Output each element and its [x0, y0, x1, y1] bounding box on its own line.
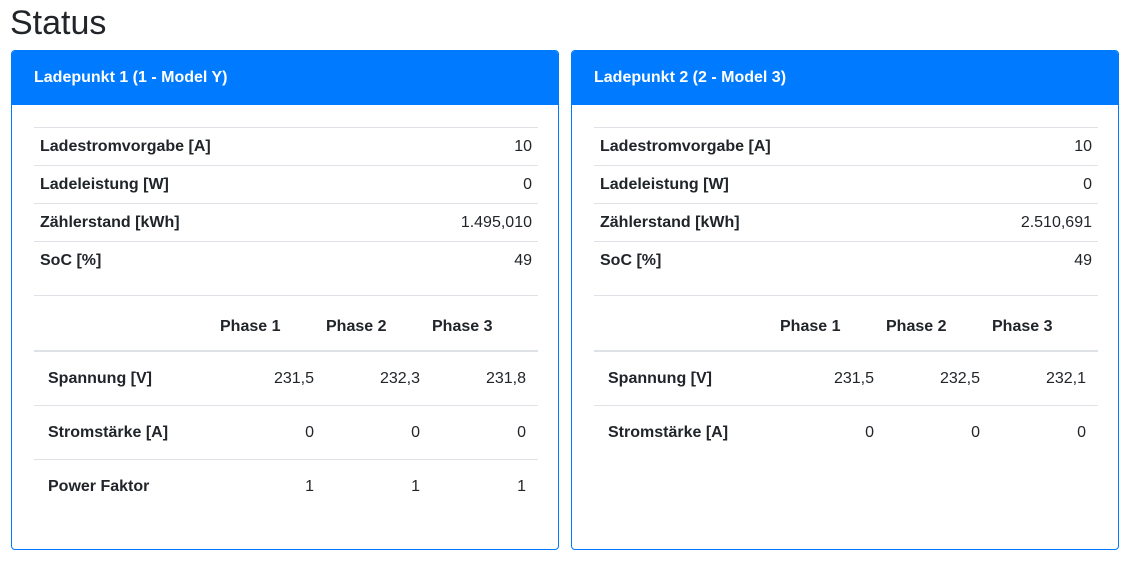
- phase-header: Phase 1: [780, 304, 886, 352]
- phase-table: Phase 1 Phase 2 Phase 3 Spannung [V] 231…: [594, 304, 1098, 459]
- info-value: 49: [380, 241, 538, 279]
- info-value: 0: [380, 165, 538, 204]
- phase-row-label: Power Faktor: [34, 459, 220, 513]
- info-label: Ladeleistung [W]: [34, 165, 381, 204]
- phase-value: 0: [326, 405, 432, 460]
- info-value: 2.510,691: [940, 203, 1098, 242]
- phase-value: 0: [432, 405, 538, 460]
- phase-value: 232,5: [939, 369, 980, 387]
- phase-header-empty: [594, 304, 780, 352]
- phase-header: Phase 3: [432, 304, 538, 352]
- phase-value: 1: [432, 459, 538, 513]
- card-header: Ladepunkt 2 (2 - Model 3): [572, 51, 1118, 105]
- phase-value: 232,1: [1045, 369, 1086, 387]
- phase-row-label: Stromstärke [A]: [34, 405, 220, 460]
- info-value: 1.495,010: [380, 203, 538, 242]
- table-row: Stromstärke [A] 0 0 0: [34, 405, 538, 460]
- info-label: Zählerstand [kWh]: [594, 203, 941, 242]
- phase-row-label: Stromstärke [A]: [594, 405, 780, 459]
- divider: [34, 295, 538, 296]
- phase-value: 0: [992, 405, 1098, 459]
- table-row: SoC [%] 49: [34, 241, 538, 279]
- chargepoint-card-2: Ladepunkt 2 (2 - Model 3) Ladestromvorga…: [571, 50, 1119, 550]
- table-row: Zählerstand [kWh] 2.510,691: [594, 203, 1098, 242]
- info-label: SoC [%]: [594, 241, 941, 279]
- phase-value: 1: [220, 459, 326, 513]
- table-row: Ladeleistung [W] 0: [594, 165, 1098, 204]
- card-header: Ladepunkt 1 (1 - Model Y): [12, 51, 558, 105]
- info-label: Ladeleistung [W]: [594, 165, 941, 204]
- table-header-row: Phase 1 Phase 2 Phase 3: [594, 304, 1098, 352]
- table-row: Spannung [V] 231,5 232,5 232,1: [594, 351, 1098, 406]
- chargepoint-card-1: Ladepunkt 1 (1 - Model Y) Ladestromvorga…: [11, 50, 559, 550]
- info-label: Ladestromvorgabe [A]: [34, 127, 381, 166]
- phase-row-label: Spannung [V]: [608, 369, 712, 387]
- table-row: Stromstärke [A] 0 0 0: [594, 405, 1098, 459]
- phase-row-label: Spannung [V]: [48, 369, 152, 387]
- table-row: Power Faktor 1 1 1: [34, 459, 538, 513]
- phase-value: 1: [326, 459, 432, 513]
- phase-value: 231,8: [485, 369, 526, 387]
- info-label: SoC [%]: [34, 241, 381, 279]
- phase-value: 232,3: [379, 369, 420, 387]
- info-label: Ladestromvorgabe [A]: [594, 127, 941, 166]
- table-row: SoC [%] 49: [594, 241, 1098, 279]
- table-row: Zählerstand [kWh] 1.495,010: [34, 203, 538, 242]
- phase-table: Phase 1 Phase 2 Phase 3 Spannung [V] 231…: [34, 304, 538, 513]
- table-header-row: Phase 1 Phase 2 Phase 3: [34, 304, 538, 352]
- phase-header: Phase 1: [220, 304, 326, 352]
- divider: [594, 295, 1098, 296]
- table-row: Ladestromvorgabe [A] 10: [34, 127, 538, 166]
- phase-header: Phase 3: [992, 304, 1098, 352]
- phase-header: Phase 2: [326, 304, 432, 352]
- table-row: Spannung [V] 231,5 232,3 231,8: [34, 351, 538, 406]
- phase-value: 231,5: [273, 369, 314, 387]
- phase-value: 0: [780, 405, 886, 459]
- table-row: Ladestromvorgabe [A] 10: [594, 127, 1098, 166]
- info-value: 10: [940, 127, 1098, 166]
- info-value: 0: [940, 165, 1098, 204]
- info-table: Ladestromvorgabe [A] 10 Ladeleistung [W]…: [34, 127, 538, 279]
- page-title: Status: [10, 4, 107, 42]
- phase-value: 0: [886, 405, 992, 459]
- phase-value: 0: [220, 405, 326, 460]
- phase-header: Phase 2: [886, 304, 992, 352]
- info-label: Zählerstand [kWh]: [34, 203, 381, 242]
- phase-header-empty: [34, 304, 220, 352]
- info-value: 10: [380, 127, 538, 166]
- phase-value: 231,5: [833, 369, 874, 387]
- table-row: Ladeleistung [W] 0: [34, 165, 538, 204]
- info-value: 49: [940, 241, 1098, 279]
- info-table: Ladestromvorgabe [A] 10 Ladeleistung [W]…: [594, 127, 1098, 279]
